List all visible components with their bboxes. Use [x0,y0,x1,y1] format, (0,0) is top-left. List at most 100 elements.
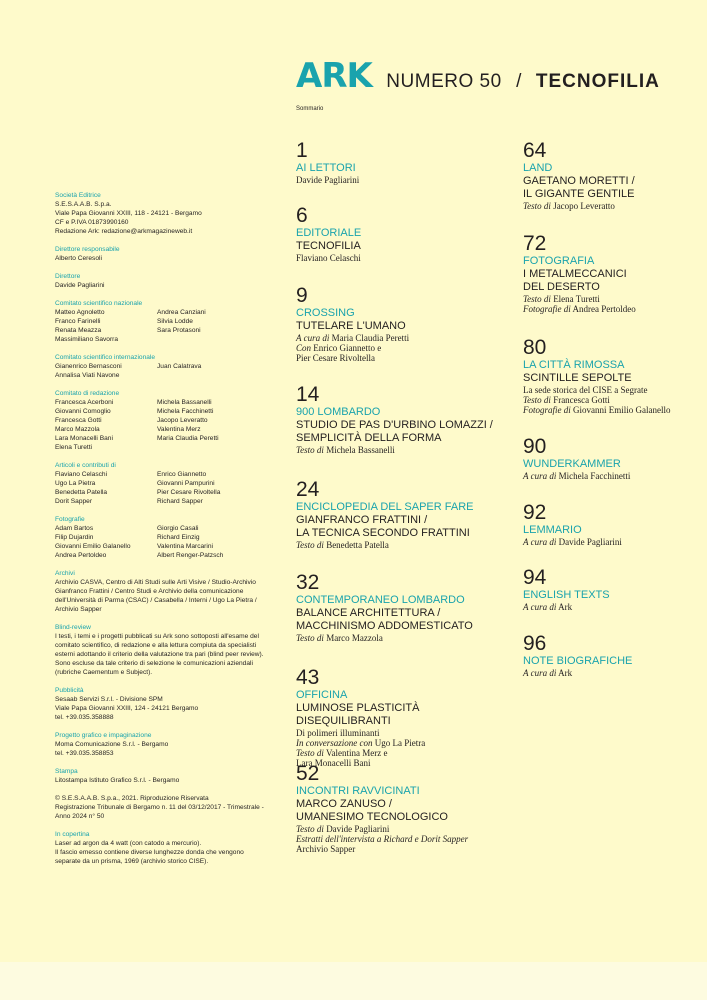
person-name: Pier Cesare Rivoltella [157,489,221,496]
colophon-block: In copertina Laser ad argon da 4 watt (co… [55,830,265,866]
credit-name: Jacopo Leveratto [553,201,615,211]
credit-prefix: Testo di [296,540,324,550]
colophon-line: Redazione Ark: redazione@arkmagazineweb.… [55,228,193,235]
toc-entry[interactable]: 64 Land GAETANO MORETTI / IL GIGANTE GENTIL… [523,140,707,212]
toc-entry[interactable]: 52 Incontri ravvicinati MARCO ZANUSO / UMAN… [296,763,511,855]
person-name: Flaviano Celaschi [55,471,108,478]
colophon-block: Pubblicità Sesaab Servizi S.r.l. - Divisi… [55,686,265,722]
credit-name: Francesca Gotti [553,395,610,405]
colophon-label: Società Editrice [55,192,101,199]
colophon-block: Stampa Litostampa Istituto Grafico S.r.l.… [55,767,265,785]
credit-line: Testo di Francesca Gotti [523,395,707,405]
colophon-label: Stampa [55,768,78,775]
person-name: Andrea Pertoldeo [55,552,107,559]
credit-name: Davide Pagliarini [558,537,622,547]
colophon-line: tel. +39.035.358888 [55,714,114,721]
person-name: Enrico Giannetto [157,471,207,478]
page-number: 14 [296,383,320,406]
credit-name: Ark [558,602,573,612]
person-name: Giovanni Emilio Galanello [55,543,131,550]
colophon-line: I testi, i temi e i progetti pubblicati … [55,633,264,676]
colophon-line: Moma Comunicazione S.r.l. - Bergamo [55,741,169,748]
person-name: Valentina Marcarini [157,543,213,550]
toc-entry[interactable]: 90 Wunderkammer A cura di Michela Facchine… [523,436,707,482]
page-number: 80 [523,336,547,359]
colophon-block: Fotografie Adam Bartos Giorgio Casali Filip… [55,515,265,560]
article-title: DISEQUILIBRANTI [296,715,391,727]
toc-entry[interactable]: 92 Lemmario A cura di Davide Pagliarini [523,502,707,548]
article-title: LA TECNICA SECONDO FRATTINI [296,527,470,539]
article-title: I METALMECCANICI [523,268,627,280]
credit-line: Testo di Valentina Merz e [296,748,511,758]
toc-entry[interactable]: 96 Note biografiche A cura di Ark [523,633,707,679]
colophon-line: Litostampa Istituto Grafico S.r.l. - Ber… [55,777,180,784]
masthead: ARK NUMERO 50 / TECNOFILIA [296,56,660,96]
toc-entry[interactable]: 32 Contemporaneo lombardo BALANCE ARCHITET… [296,572,511,644]
person-name: Jacopo Leveratto [157,417,208,424]
credit-name: Elena Turetti [553,294,600,304]
credit-prefix: Testo di [296,748,324,758]
toc-entry[interactable]: 14 900 Lombardo STUDIO DE PAS D'URBINO LOM… [296,383,511,456]
person-name: Giorgio Casali [157,525,199,532]
issue-theme: TECNOFILIA [535,71,660,92]
section-name: Enciclopedia del saper fare [296,501,474,513]
page-bottom-margin [0,962,707,1000]
colophon-line: Sesaab Servizi S.r.l. - Divisione SPM [55,696,163,703]
credit-name: Michela Bassanelli [326,445,395,455]
page-subtitle: Sommario [296,106,324,112]
credit-prefix: Testo di [523,395,551,405]
page-number: 6 [296,204,308,227]
toc-entry[interactable]: 24 Enciclopedia del saper fare GIANFRANCO … [296,479,511,551]
section-name: Officina [296,689,348,701]
article-title: TUTELARE L'UMANO [296,320,406,332]
credit-line: Flaviano Celaschi [296,253,511,263]
colophon-line: © S.E.S.A.A.B. S.p.a., 2021. Riproduzion… [55,795,209,802]
credit-name: Ark [558,668,573,678]
credit-line: Lara Monacelli Bani [296,758,511,768]
names-grid: Flaviano Celaschi Enrico Giannetto Ugo La … [55,470,265,506]
section-name: Crossing [296,307,355,319]
article-title: DEL DESERTO [523,281,600,293]
credit-line: Testo di Marco Mazzola [296,633,511,643]
person-name: Massimiliano Savorra [55,336,119,343]
toc-entry[interactable]: 6 Editoriale TECNOFILIA Flaviano Celaschi [296,204,511,264]
colophon-label: Blind-review [55,624,91,631]
toc-entry[interactable]: 72 Fotografia I METALMECCANICI DEL DESERTO T… [523,233,707,315]
person-name: Michela Bassanelli [157,399,212,406]
article-title: UMANESIMO TECNOLOGICO [296,811,448,823]
person-name: Albert Renger-Patzsch [157,552,224,559]
colophon-line: Archivio CASVA, Centro di Alti Studi sul… [55,579,257,613]
section-name: La città rimossa [523,359,625,371]
credit-line: Pier Cesare Rivoltella [296,353,511,363]
person-name: Juan Calatrava [157,363,202,370]
toc-entry[interactable]: 80 La città rimossa SCINTILLE SEPOLTE La se… [523,336,707,416]
names-grid: Adam Bartos Giorgio Casali Filip Dujardin R… [55,524,265,560]
credit-line: Testo di Elena Turetti [523,294,707,304]
colophon-line: S.E.S.A.A.B. S.p.a. [55,201,112,208]
credit-prefix: Fotografie di [523,304,571,314]
colophon-block: Comitato di redazione Francesca Acerboni M… [55,389,265,452]
credit-line: Archivio Sapper [296,844,511,854]
colophon-line: Laser ad argon da 4 watt (con catodo a m… [55,840,202,847]
toc-entry[interactable]: 43 Officina LUMINOSE PLASTICITÀ DISEQUILIBR… [296,667,511,769]
colophon-block: Articoli e contributi di Flaviano Celasch… [55,461,265,506]
person-name: Andrea Canziani [157,309,206,316]
colophon: Società Editrice S.E.S.A.A.B. S.p.a. Viale… [55,191,265,875]
person-name: Giovanni Pampurini [157,480,215,487]
colophon-block: Direttore Davide Pagliarini [55,272,265,290]
credit-line: A cura di Michela Facchinetti [523,471,707,481]
article-title: MACCHINISMO ADDOMESTICATO [296,620,473,632]
section-name: Incontri ravvicinati [296,785,420,797]
person-name: Sara Protasoni [157,327,201,334]
toc-entry[interactable]: 94 English texts A cura di Ark [523,567,707,613]
colophon-line: Viale Papa Giovanni XXIII, 124 - 24121 B… [55,705,199,712]
toc-entry[interactable]: 1 Ai lettori Davide Pagliarini [296,140,511,186]
credit-name: Giovanni Emilio Galanello [573,405,671,415]
colophon-label: Progetto grafico e impaginazione [55,732,152,739]
article-title: BALANCE ARCHITETTURA / [296,607,441,619]
credit-line: La sede storica del CISE a Segrate [523,385,707,395]
person-name: Valentina Merz [157,426,201,433]
credit-name: Flaviano Celaschi [296,253,361,263]
colophon-block: Società Editrice S.E.S.A.A.B. S.p.a. Viale… [55,191,265,236]
toc-entry[interactable]: 9 Crossing TUTELARE L'UMANO A cura di Maria… [296,285,511,364]
